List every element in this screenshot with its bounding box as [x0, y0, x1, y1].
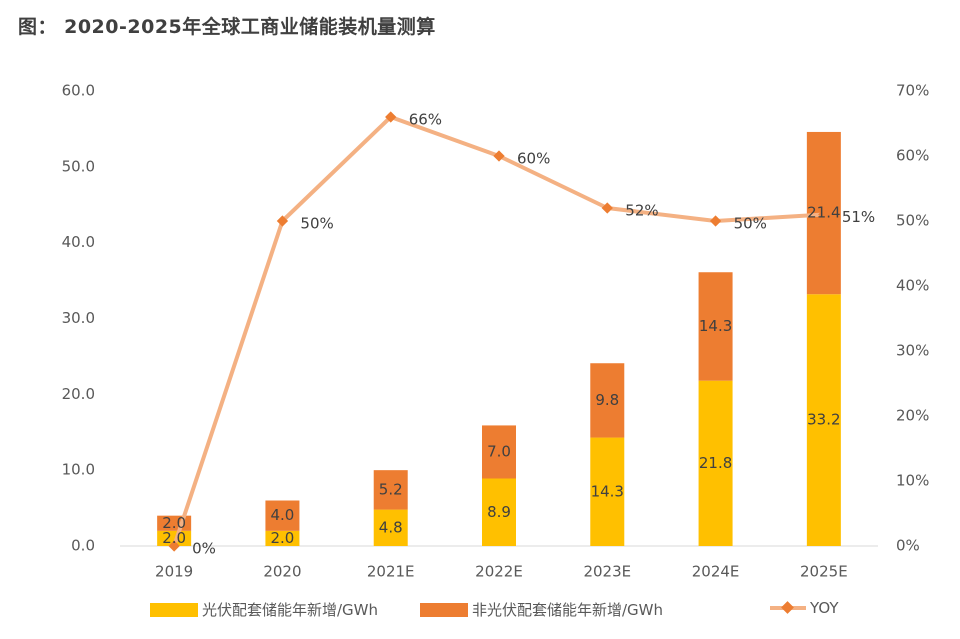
x-tick-label: 2025E [800, 563, 848, 581]
bar-nonpv [590, 363, 625, 438]
bar-pv [482, 478, 516, 546]
data-label-pv: 2.0 [162, 529, 186, 547]
y-left-tick-label: 10.0 [62, 461, 95, 479]
yoy-marker [601, 202, 613, 214]
bar-nonpv [373, 470, 408, 510]
x-tick-label: 2023E [583, 563, 631, 581]
data-label-nonpv: 5.2 [379, 480, 403, 498]
data-label-pv: 8.9 [487, 503, 511, 521]
data-label-yoy: 52% [625, 202, 658, 220]
bar-nonpv [482, 425, 516, 479]
data-label-yoy: 51% [842, 208, 875, 226]
x-tick-label: 2020 [263, 563, 301, 581]
chart-title: 图： 2020-2025年全球工商业储能装机量测算 [18, 16, 436, 38]
data-label-pv: 4.8 [379, 518, 403, 536]
y-right-tick-label: 60% [896, 147, 929, 165]
yoy-marker [709, 215, 722, 227]
y-left-tick-label: 0.0 [71, 537, 95, 555]
legend-label-nonpv: 非光伏配套储能年新增/GWh [472, 601, 664, 619]
legend-swatch-yoy [770, 601, 806, 615]
legend-item-yoy: YOY [770, 599, 839, 617]
y-right-tick-label: 40% [896, 277, 929, 295]
bar-nonpv [698, 272, 733, 381]
y-right-tick-label: 70% [896, 82, 929, 100]
bar-pv [265, 530, 300, 546]
data-label-yoy: 50% [734, 215, 767, 233]
bar-pv [698, 380, 733, 546]
data-label-nonpv: 14.3 [699, 317, 732, 335]
data-label-pv: 14.3 [591, 482, 624, 500]
legend-label-yoy: YOY [810, 599, 839, 617]
bar-pv [806, 294, 841, 546]
yoy-marker [493, 150, 505, 162]
legend-swatch-pv [150, 602, 198, 617]
x-tick-label: 2024E [692, 563, 740, 581]
yoy-marker [276, 215, 289, 227]
y-right-tick-label: 20% [896, 407, 929, 425]
data-label-yoy: 0% [192, 540, 216, 558]
y-right-tick-label: 50% [896, 212, 929, 230]
bar-nonpv [265, 500, 300, 531]
data-label-nonpv: 21.4 [807, 204, 840, 222]
legend-item-pv: 光伏配套储能年新增/GWh [150, 599, 378, 620]
data-label-pv: 21.8 [699, 454, 732, 472]
legend-swatch-nonpv [420, 602, 468, 617]
legend-label-pv: 光伏配套储能年新增/GWh [202, 601, 379, 619]
data-label-pv: 33.2 [807, 411, 840, 429]
data-label-nonpv: 7.0 [487, 442, 511, 460]
data-label-nonpv: 4.0 [270, 506, 294, 524]
y-right-tick-label: 0% [896, 537, 920, 555]
data-label-yoy: 60% [517, 150, 550, 168]
yoy-marker [818, 208, 830, 221]
bar-pv [157, 530, 192, 546]
data-label-pv: 2.0 [270, 529, 294, 547]
legend: 光伏配套储能年新增/GWh 非光伏配套储能年新增/GWh YOY [0, 599, 960, 623]
y-left-tick-label: 40.0 [62, 233, 95, 251]
y-left-tick-label: 50.0 [62, 157, 95, 175]
data-label-yoy: 50% [300, 215, 333, 233]
bar-pv [373, 509, 408, 546]
y-left-tick-label: 60.0 [62, 82, 95, 100]
y-left-tick-label: 20.0 [62, 385, 95, 403]
x-tick-label: 2022E [475, 563, 523, 581]
x-tick-label: 2019 [155, 563, 193, 581]
data-label-nonpv: 2.0 [162, 514, 186, 532]
x-tick-label: 2021E [367, 563, 415, 581]
legend-item-nonpv: 非光伏配套储能年新增/GWh [420, 599, 663, 620]
y-right-tick-label: 30% [896, 342, 929, 360]
bar-pv [590, 437, 625, 546]
y-right-tick-label: 10% [896, 472, 929, 490]
yoy-marker [168, 540, 180, 552]
y-left-tick-label: 30.0 [62, 309, 95, 327]
data-label-nonpv: 9.8 [595, 391, 619, 409]
data-label-yoy: 66% [409, 111, 442, 129]
